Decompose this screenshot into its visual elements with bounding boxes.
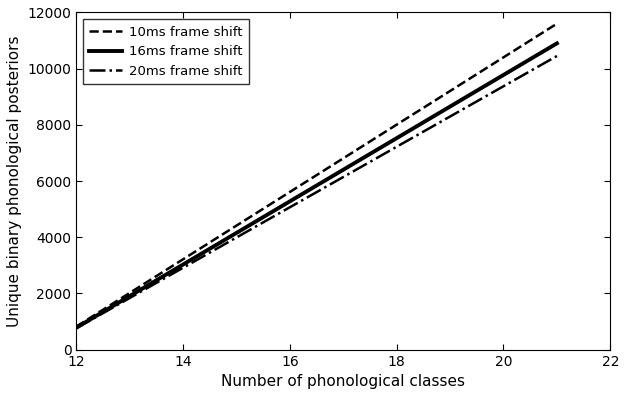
16ms frame shift	[334, 171, 342, 175]
16ms frame shift	[143, 284, 150, 288]
Line: 16ms frame shift: 16ms frame shift	[76, 43, 557, 328]
10ms frame shift	[95, 310, 103, 315]
20ms frame shift	[397, 142, 404, 147]
10ms frame shift	[271, 199, 279, 204]
20ms frame shift	[475, 98, 483, 103]
16ms frame shift	[475, 87, 483, 92]
20ms frame shift	[271, 213, 279, 218]
10ms frame shift	[475, 70, 483, 75]
20ms frame shift	[95, 313, 103, 318]
16ms frame shift	[73, 326, 80, 330]
10ms frame shift	[73, 324, 80, 329]
Y-axis label: Unique binary phonological posteriors: Unique binary phonological posteriors	[7, 35, 22, 327]
16ms frame shift	[397, 133, 404, 138]
16ms frame shift	[271, 208, 279, 213]
20ms frame shift	[73, 326, 80, 331]
20ms frame shift	[553, 53, 561, 58]
10ms frame shift	[553, 21, 561, 26]
Legend: 10ms frame shift, 16ms frame shift, 20ms frame shift: 10ms frame shift, 16ms frame shift, 20ms…	[83, 19, 249, 84]
10ms frame shift	[397, 120, 404, 124]
16ms frame shift	[553, 41, 561, 46]
10ms frame shift	[143, 280, 150, 285]
16ms frame shift	[95, 312, 103, 317]
X-axis label: Number of phonological classes: Number of phonological classes	[221, 374, 465, 389]
10ms frame shift	[334, 159, 342, 164]
20ms frame shift	[334, 178, 342, 183]
20ms frame shift	[143, 286, 150, 291]
Line: 20ms frame shift: 20ms frame shift	[76, 56, 557, 328]
Line: 10ms frame shift: 10ms frame shift	[76, 24, 557, 327]
